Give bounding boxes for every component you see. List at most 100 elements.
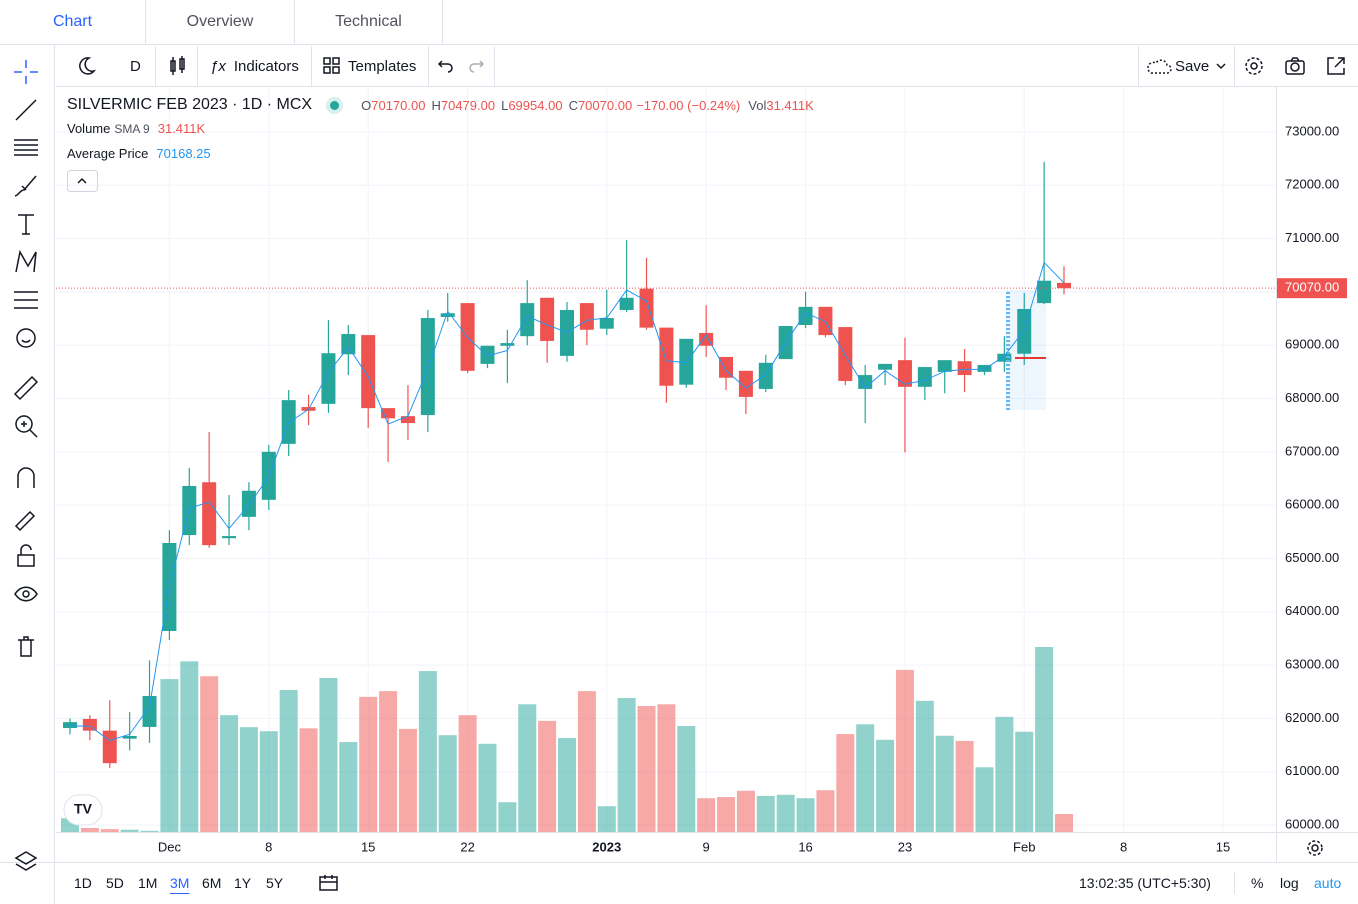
tab[interactable]: Overview (146, 0, 295, 44)
screenshot[interactable] (1284, 55, 1306, 77)
range-button[interactable]: 1Y (234, 875, 252, 891)
x-tick-label: 8 (265, 839, 272, 854)
candle-body (858, 375, 873, 389)
volume-bar (518, 704, 537, 832)
candle-body (957, 361, 972, 376)
candle-body (202, 482, 217, 546)
range-button[interactable]: 1D (74, 875, 92, 891)
vol-value: 31.411K (766, 97, 814, 113)
y-tick-label: 66000.00 (1285, 497, 1339, 512)
crosshair-tool[interactable] (12, 58, 40, 86)
hide-tool[interactable] (12, 580, 40, 608)
ohlc-item: H70479.00 (431, 98, 495, 113)
date-range[interactable] (318, 874, 340, 894)
volume-bar (935, 735, 954, 832)
tv-logo-text: TV (74, 801, 93, 817)
range-button[interactable]: 3M (170, 875, 190, 891)
interval[interactable]: D (130, 57, 141, 75)
candle-body (1057, 282, 1071, 289)
volume-bar (359, 696, 378, 832)
price-label: 70070.00 (1285, 280, 1339, 295)
candle-body (500, 343, 515, 346)
candle-body (997, 353, 1012, 362)
tab[interactable]: Technical (295, 0, 443, 44)
tab[interactable]: Chart (0, 0, 146, 44)
chart-type-icon[interactable] (166, 54, 190, 78)
x-tick-label: 2023 (592, 839, 621, 854)
candle-body (540, 297, 555, 341)
range-button[interactable]: 1M (138, 875, 158, 891)
templates[interactable]: Templates (348, 57, 417, 75)
zoom-tool[interactable] (12, 412, 40, 440)
axis-settings[interactable] (1305, 838, 1325, 858)
clock: 13:02:35 (UTC+5:30) (1079, 875, 1211, 891)
theme-icon[interactable] (74, 54, 98, 78)
separator (311, 46, 312, 86)
magnet-tool[interactable] (12, 464, 40, 492)
volume-bar (80, 827, 99, 832)
volume-bar (160, 679, 179, 832)
percent-toggle[interactable]: % (1251, 875, 1264, 891)
prediction-tool[interactable] (12, 286, 40, 314)
volume-bar (697, 798, 716, 832)
candle-body (63, 722, 77, 728)
lock-tool[interactable] (12, 542, 40, 570)
volume-bar (438, 735, 457, 832)
separator (155, 46, 156, 86)
vol-key: Vol (748, 97, 767, 113)
collapse-legend[interactable] (67, 170, 98, 192)
volume-bar (895, 669, 914, 832)
undo[interactable] (436, 56, 456, 76)
delete-tool[interactable] (12, 632, 40, 660)
volume-bar (239, 727, 258, 832)
candle-body (838, 327, 853, 381)
settings[interactable] (1243, 55, 1265, 77)
volume-bar (379, 691, 398, 832)
ohlc-key: O (361, 97, 372, 113)
candle-body (1037, 280, 1052, 304)
x-tick-label: Feb (1013, 839, 1035, 854)
range-button[interactable]: 6M (202, 875, 222, 891)
fullscreen[interactable] (1325, 55, 1347, 77)
range-button[interactable]: 5D (106, 875, 124, 891)
brush-tool[interactable] (12, 172, 40, 200)
y-tick-label: 73000.00 (1285, 123, 1339, 138)
y-tick-label: 67000.00 (1285, 443, 1339, 458)
ohlc-key: L (501, 97, 509, 113)
trendline-tool[interactable] (12, 96, 40, 124)
volume-bar (538, 720, 557, 832)
redo[interactable] (466, 56, 486, 76)
volume-bar (915, 700, 934, 832)
y-tick-label: 63000.00 (1285, 657, 1339, 672)
pattern-tool[interactable] (12, 248, 40, 276)
fx-icon: ƒx (210, 57, 226, 75)
save[interactable]: Save (1175, 57, 1210, 75)
ruler-tool[interactable] (12, 374, 40, 402)
text-tool[interactable] (12, 210, 40, 238)
separator (1138, 46, 1139, 86)
icon-tool[interactable] (12, 324, 40, 352)
log-toggle[interactable]: log (1280, 875, 1299, 891)
auto-toggle[interactable]: auto (1314, 875, 1342, 891)
tv-logo[interactable] (63, 794, 103, 826)
ohlc-value: 70479.00 (440, 97, 496, 113)
volume-bar (279, 689, 298, 832)
candle-body (102, 730, 117, 764)
lock-drawing[interactable] (12, 504, 40, 532)
candle-body (440, 313, 455, 317)
volume-bar (478, 743, 497, 832)
object-tree[interactable] (12, 848, 40, 876)
y-tick-label: 72000.00 (1285, 177, 1339, 192)
volume-bar (776, 794, 795, 832)
fib-tool[interactable] (12, 134, 40, 162)
indicators[interactable]: ƒx Indicators (210, 46, 299, 86)
volume-bar (1055, 814, 1073, 832)
volume-sma-value: 31.411K (157, 121, 206, 136)
candle-body (699, 332, 714, 346)
separator (428, 46, 429, 86)
range-button[interactable]: 5Y (266, 875, 284, 891)
save-menu[interactable] (1215, 60, 1227, 72)
x-tick-label: 15 (361, 839, 375, 854)
candle-body (937, 360, 952, 372)
